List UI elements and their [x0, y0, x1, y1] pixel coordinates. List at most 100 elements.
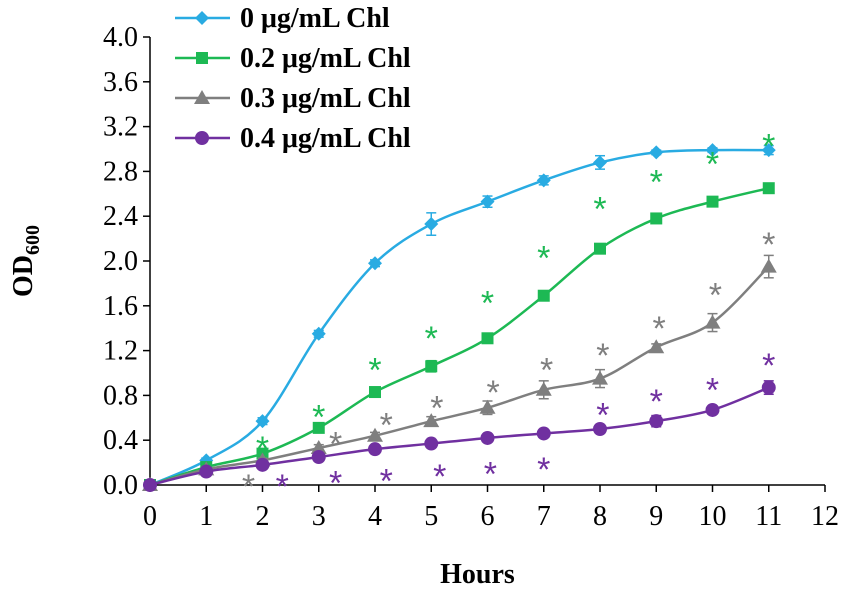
data-point — [704, 314, 721, 329]
data-point — [480, 430, 495, 445]
data-point — [762, 182, 775, 195]
y-tick-label: 0.4 — [103, 425, 138, 456]
x-tick-label: 5 — [424, 501, 438, 532]
significance-stars: ******** * **** * ** ***** * * * * ** * ** — [242, 128, 776, 506]
significance-star: * — [537, 240, 550, 278]
x-tick-label: 1 — [199, 501, 213, 532]
significance-star: * — [652, 310, 665, 348]
data-point — [536, 173, 551, 188]
data-point — [649, 145, 664, 160]
significance-star: * — [380, 406, 393, 444]
data-point — [649, 414, 664, 429]
significance-star: * — [425, 320, 438, 358]
y-axis-title-main: OD — [8, 255, 39, 297]
significance-star: * — [593, 190, 606, 228]
data-point — [368, 256, 382, 271]
significance-star: * — [650, 163, 663, 201]
x-tick-label: 8 — [593, 501, 607, 532]
significance-star: * — [706, 372, 719, 410]
data-point — [424, 217, 439, 232]
x-tick-label: 3 — [312, 501, 326, 532]
x-tick-label: 11 — [755, 501, 782, 532]
legend-label: 0.2 μg/mL Chl — [240, 43, 411, 74]
significance-star: * — [380, 462, 393, 500]
data-point — [706, 195, 719, 208]
x-tick-labels: 0 1 2 3 4 5 6 7 8 9 10 11 12 — [143, 485, 839, 532]
legend-label: 0 μg/mL Chl — [240, 3, 390, 34]
legend-entry: 0.2 μg/mL Chl — [175, 43, 411, 74]
significance-star: * — [706, 145, 719, 183]
y-axis-title-subscript: 600 — [22, 225, 44, 255]
legend-marker — [196, 52, 208, 64]
data-point — [760, 258, 777, 273]
y-axis-title: OD600 — [8, 225, 44, 297]
significance-star: * — [329, 465, 342, 503]
legend-entry: 0.4 μg/mL Chl — [175, 123, 411, 154]
data-point — [368, 442, 382, 457]
data-point — [424, 436, 439, 451]
y-tick-label: 3.2 — [103, 112, 138, 143]
significance-star: * — [312, 399, 325, 437]
series-line — [149, 265, 770, 487]
x-tick-label: 4 — [368, 501, 382, 532]
data-point — [311, 326, 326, 341]
significance-star: * — [596, 337, 609, 375]
data-point — [369, 386, 381, 399]
data-point — [481, 332, 494, 345]
legend-marker — [194, 90, 210, 104]
data-point — [479, 399, 496, 414]
x-tick-label: 9 — [649, 501, 663, 532]
data-point — [199, 464, 214, 479]
x-tick-label: 7 — [537, 501, 551, 532]
significance-star: * — [481, 284, 494, 322]
series-layer — [142, 143, 777, 492]
legend-marker — [195, 131, 209, 145]
data-point — [310, 440, 327, 455]
data-point — [705, 143, 720, 158]
data-point — [593, 422, 607, 436]
significance-star: * — [650, 383, 663, 421]
legend-label: 0.3 μg/mL Chl — [240, 83, 411, 114]
significance-star: * — [430, 390, 443, 428]
data-point — [312, 421, 325, 434]
y-tick-label: 2.8 — [103, 156, 138, 187]
significance-star: * — [433, 458, 446, 496]
data-point — [480, 194, 495, 209]
significance-star: * — [537, 451, 550, 489]
legend: 0 μg/mL Chl 0.2 μg/mL Chl 0.3 μg/mL Chl 0.4… — [175, 3, 411, 154]
data-point — [255, 457, 270, 472]
significance-star: * — [540, 352, 553, 390]
data-point — [705, 402, 720, 417]
series-2 — [142, 254, 777, 491]
legend-entry: 0.3 μg/mL Chl — [175, 83, 411, 114]
significance-star: * — [762, 226, 775, 264]
y-tick-label: 1.2 — [103, 336, 138, 367]
data-point — [255, 414, 270, 429]
significance-star: * — [329, 425, 342, 463]
legend-marker — [195, 11, 209, 25]
y-tick-label: 0.0 — [103, 470, 138, 501]
x-tick-label: 6 — [481, 501, 495, 532]
x-tick-label: 12 — [811, 501, 839, 532]
x-axis-title: Hours — [440, 559, 515, 590]
data-point — [650, 212, 663, 225]
series-line — [149, 148, 769, 487]
data-point — [311, 450, 326, 464]
x-tick-label: 10 — [699, 501, 727, 532]
significance-star: * — [276, 468, 289, 506]
significance-star: * — [484, 456, 497, 494]
data-point — [537, 289, 550, 302]
y-tick-label: 2.4 — [103, 201, 138, 232]
significance-star: * — [242, 468, 255, 506]
data-point — [761, 380, 776, 395]
data-point — [594, 242, 606, 255]
y-tick-labels: 0.0 0.4 0.8 1.2 1.6 2.0 2.4 2.8 3.2 3.6 4.0 — [103, 22, 150, 501]
series-3 — [143, 380, 776, 492]
y-tick-label: 3.6 — [103, 67, 138, 98]
data-point — [593, 155, 607, 170]
data-point — [761, 143, 776, 158]
significance-star: * — [596, 396, 609, 434]
data-point — [425, 360, 438, 373]
significance-star: * — [368, 352, 381, 390]
data-point — [367, 427, 383, 442]
